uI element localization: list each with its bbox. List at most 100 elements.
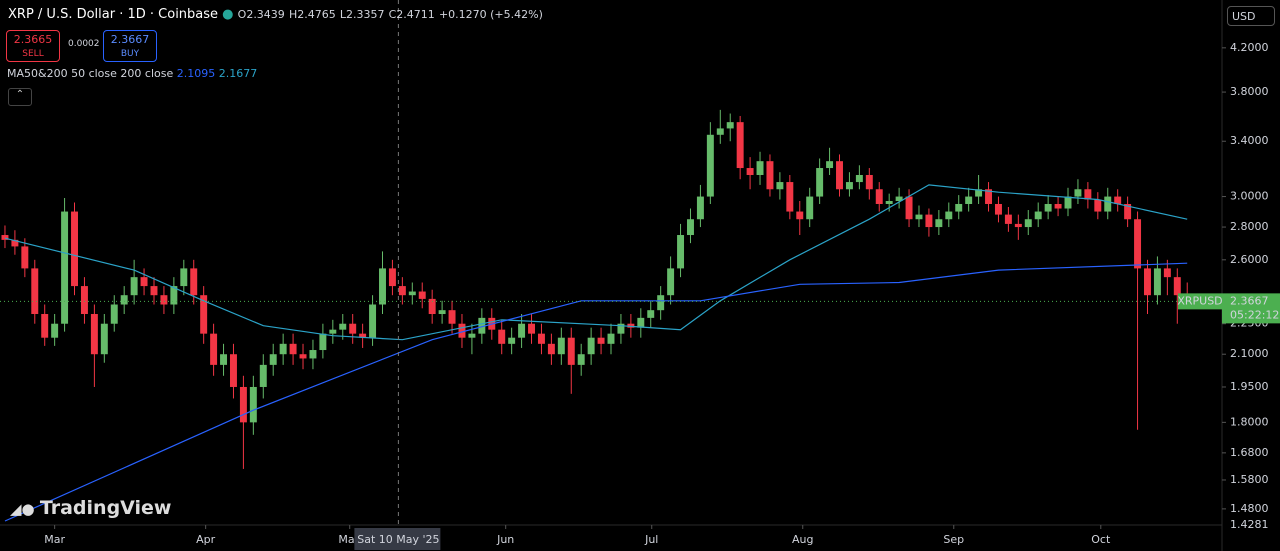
candle-body [915,214,923,220]
candle-body [508,337,516,344]
candle-body [1014,223,1022,228]
collapse-button[interactable]: ⌃ [8,88,32,106]
sell-button[interactable]: 2.3665 SELL [6,30,60,62]
candle-body [388,268,396,287]
candle-body [190,268,198,296]
currency-select[interactable]: USD [1227,6,1275,26]
y-tick-label: 1.6800 [1230,446,1269,459]
logo-text: TradingView [39,497,172,519]
indicator-name[interactable]: MA50&200 50 close 200 close [7,67,174,80]
candle-body [647,310,655,318]
x-tick-label: Jun [496,533,514,546]
candle-body [776,182,784,190]
price-tag-countdown: 05:22:12 [1230,308,1279,321]
candle-body [1153,268,1161,296]
candle-body [756,161,764,175]
candle-body [259,364,267,387]
candle-body [498,329,506,344]
symbol[interactable]: XRP / U.S. Dollar · 1D · Coinbase [8,7,219,22]
candle-body [975,189,983,197]
candle-body [1094,199,1102,212]
candle-body [826,161,834,169]
candle-body [200,295,208,334]
candle-body [51,323,59,338]
y-tick-label: 4.2000 [1230,41,1269,54]
candle-body [1114,196,1122,204]
candle-body [925,214,933,228]
y-tick-label: 3.4000 [1230,134,1269,147]
moving-average-line [4,184,1188,341]
y-tick-label: 2.1000 [1230,347,1269,360]
candle-body [478,317,486,334]
candle-body [587,337,595,355]
candle-body [80,286,88,315]
candle-body [955,203,963,212]
candle-body [706,134,714,197]
candle-body [677,235,685,269]
candle-body [696,196,704,220]
buy-label: BUY [120,49,140,59]
candle-body [289,343,297,355]
candle-body [90,314,98,355]
candle-body [875,189,883,204]
candle-body [11,239,19,247]
candle-body [726,122,734,129]
candle-body [766,161,774,190]
candle-body [428,298,436,315]
candle-body [528,323,535,334]
symbol-tag [1178,293,1222,310]
candle-body [210,333,218,365]
candle-body [627,323,635,328]
candle-body [468,333,476,338]
x-tick-label: Apr [196,533,216,546]
price-tag-value: 2.3667 [1230,294,1269,307]
candle-body [1064,196,1072,209]
candle-body [309,350,317,359]
candle-body [41,314,49,338]
y-tick-label: 3.8000 [1230,85,1269,98]
candle-body [21,246,29,269]
ohlc-close: C2.4711 [388,8,435,21]
candle-body [965,196,973,204]
candle-body [657,295,665,311]
candle-body [1144,268,1151,296]
candle-body [577,354,585,365]
logo: ◢● TradingView [10,497,172,519]
x-tick-label: Mar [44,533,65,546]
ma-value: 2.1677 [218,67,258,80]
y-tick-label: 1.4800 [1230,502,1269,515]
candle-body [408,291,416,296]
candle-body [438,310,446,315]
y-tick-label: 2.6000 [1230,253,1269,266]
candle-body [379,268,386,305]
y-tick-label: 1.8000 [1230,415,1269,428]
candle-body [607,333,615,344]
candle-body [1074,189,1082,197]
candle-body [349,323,357,334]
candle-body [865,174,873,190]
candle-body [537,333,545,344]
candle-body [71,211,78,287]
symbol-tag-text: XRPUSD [1177,294,1222,307]
candle-body [845,182,853,190]
candle-body [786,182,794,212]
candle-body [319,333,327,351]
y-tick-label: 1.5800 [1230,473,1269,486]
bottom-price-label: 1.4281 [1230,518,1269,531]
candle-body [895,196,903,202]
ohlc-high: H2.4765 [288,8,336,21]
sell-price: 2.3665 [13,33,53,46]
candle-body [1173,277,1181,296]
price-tag [1222,293,1280,324]
candle-body [150,286,158,296]
candle-body [547,343,555,355]
candle-body [994,203,1002,215]
buy-button[interactable]: 2.3667 BUY [103,30,157,62]
candle-body [299,354,307,359]
candle-body [557,337,565,355]
candle-body [667,268,675,296]
x-tick-label: Aug [792,533,813,546]
candle-body [1004,214,1012,224]
candle-body [339,323,347,330]
